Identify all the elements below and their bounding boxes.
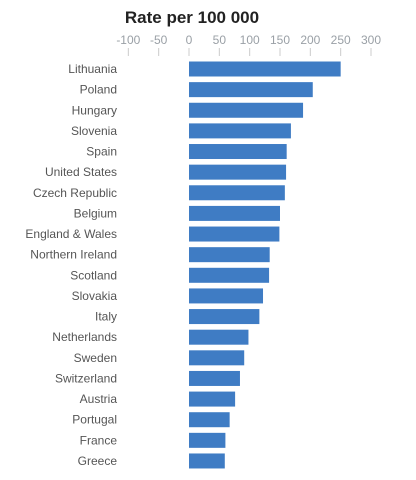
bar bbox=[189, 288, 264, 304]
bar bbox=[189, 61, 341, 77]
category-label: Hungary bbox=[72, 103, 117, 117]
category-label: England & Wales bbox=[25, 227, 117, 241]
category-label: Sweden bbox=[74, 351, 117, 365]
category-label: Italy bbox=[95, 310, 117, 324]
x-tick-label: 250 bbox=[331, 33, 351, 47]
x-tick-label: -50 bbox=[150, 33, 168, 47]
x-tick-label: 150 bbox=[270, 33, 290, 47]
bar bbox=[189, 102, 304, 118]
bar bbox=[189, 350, 245, 366]
bars bbox=[189, 61, 341, 469]
bar bbox=[189, 432, 226, 448]
category-label: Czech Republic bbox=[33, 186, 117, 200]
category-label: Northern Ireland bbox=[30, 248, 117, 262]
category-label: Lithuania bbox=[68, 62, 117, 76]
category-label: Austria bbox=[80, 392, 118, 406]
category-labels: Lithuania Poland Hungary Slovenia Spain Unite… bbox=[25, 62, 117, 468]
bar bbox=[189, 391, 236, 407]
category-label: Poland bbox=[80, 83, 117, 97]
category-label: Greece bbox=[78, 454, 118, 468]
category-label: France bbox=[80, 433, 118, 447]
bar bbox=[189, 226, 280, 242]
bar bbox=[189, 205, 280, 221]
category-label: Belgium bbox=[74, 206, 117, 220]
bar bbox=[189, 267, 270, 283]
x-tick-label: 200 bbox=[300, 33, 320, 47]
bar bbox=[189, 329, 249, 345]
x-tick-label: -100 bbox=[116, 33, 140, 47]
category-label: Scotland bbox=[70, 268, 117, 282]
bar bbox=[189, 412, 230, 428]
bar bbox=[189, 123, 291, 139]
bar bbox=[189, 453, 225, 469]
category-label: Netherlands bbox=[52, 330, 117, 344]
x-tick-label: 100 bbox=[240, 33, 260, 47]
bar bbox=[189, 82, 313, 98]
chart-title: Rate per 100 000 bbox=[125, 8, 259, 27]
category-label: Slovakia bbox=[72, 289, 118, 303]
x-tick-label: 50 bbox=[213, 33, 227, 47]
bar bbox=[189, 309, 260, 325]
category-label: Spain bbox=[86, 145, 117, 159]
bar bbox=[189, 185, 285, 201]
x-tick-label: 0 bbox=[186, 33, 193, 47]
category-label: United States bbox=[45, 165, 117, 179]
bar bbox=[189, 144, 287, 160]
bar bbox=[189, 247, 270, 263]
category-label: Switzerland bbox=[55, 371, 117, 385]
bar bbox=[189, 370, 240, 386]
category-label: Portugal bbox=[72, 413, 117, 427]
category-label: Slovenia bbox=[71, 124, 117, 138]
x-axis: -100 -50 0 50 100 150 200 250 300 bbox=[116, 33, 381, 56]
x-tick-label: 300 bbox=[361, 33, 381, 47]
bar bbox=[189, 164, 287, 180]
